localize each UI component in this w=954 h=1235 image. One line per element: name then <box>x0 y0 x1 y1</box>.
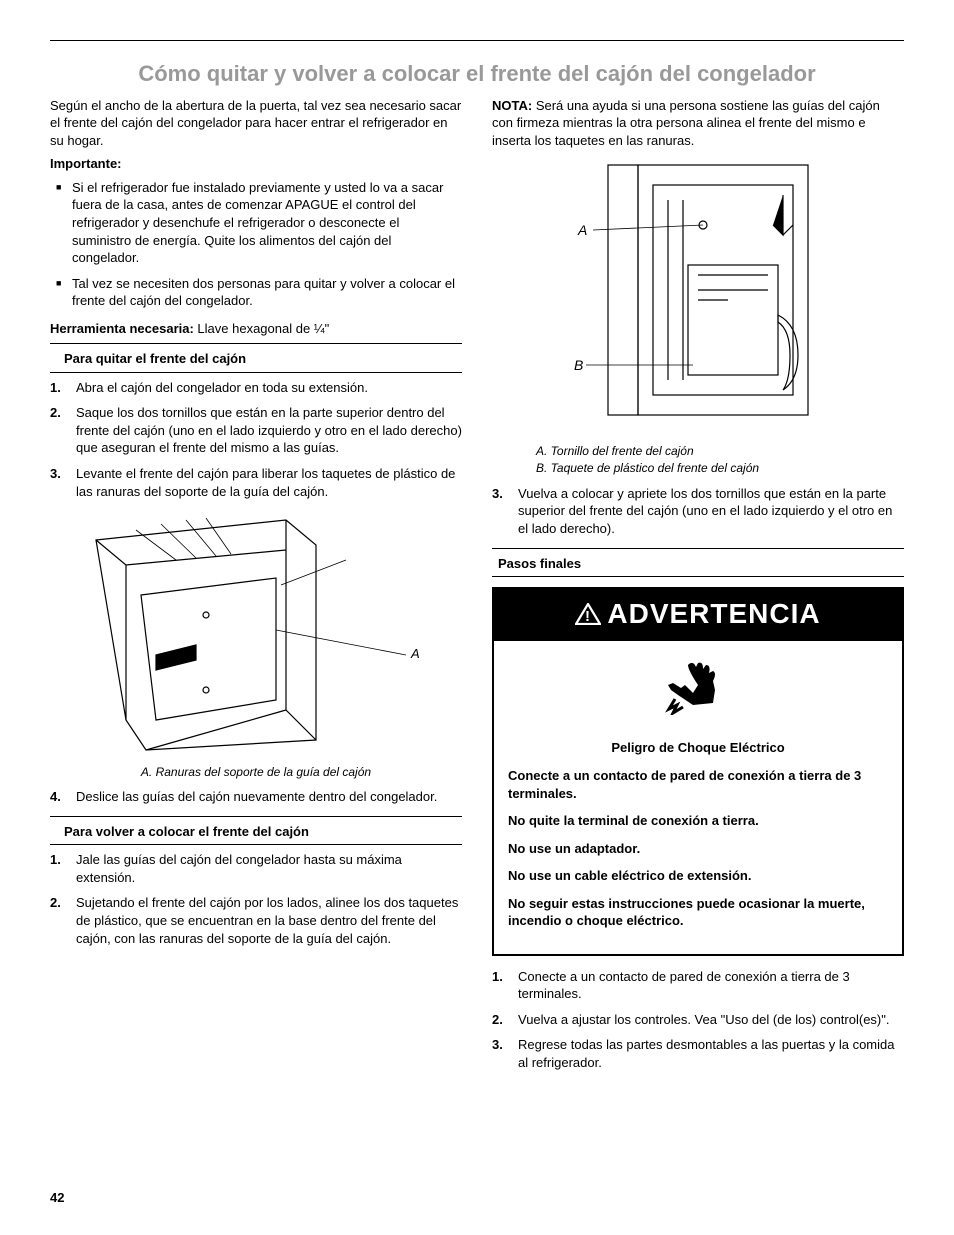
fig2-label-a: A <box>577 222 587 238</box>
remove-heading: Para quitar el frente del cajón <box>64 350 462 368</box>
warning-subtitle: Peligro de Choque Eléctrico <box>508 739 888 757</box>
remove-step: Saque los dos tornillos que están en la … <box>50 404 462 457</box>
replace-step: Sujetando el frente del cajón por los la… <box>50 894 462 947</box>
figure-2: A B <box>492 155 904 435</box>
page-number: 42 <box>50 1189 64 1207</box>
replace-step: Jale las guías del cajón del congelador … <box>50 851 462 886</box>
replace-heading: Para volver a colocar el frente del cajó… <box>64 823 462 841</box>
importante-label: Importante: <box>50 155 462 173</box>
svg-text:!: ! <box>585 608 591 625</box>
figure-1-caption: A. Ranuras del soporte de la guía del ca… <box>50 764 462 780</box>
left-column: Según el ancho de la abertura de la puer… <box>50 97 462 1082</box>
warning-triangle-icon: ! <box>575 597 601 635</box>
fig1-label-a: A <box>410 646 420 661</box>
remove-step: Abra el cajón del congelador en toda su … <box>50 379 462 397</box>
replace-step: Vuelva a colocar y apriete los dos torni… <box>492 485 904 538</box>
final-step: Regrese todas las partes desmontables a … <box>492 1036 904 1071</box>
remove-step: Deslice las guías del cajón nuevamente d… <box>50 788 462 806</box>
important-bullet: Tal vez se necesiten dos personas para q… <box>50 275 462 310</box>
page-title: Cómo quitar y volver a colocar el frente… <box>50 59 904 89</box>
warning-line: No seguir estas instrucciones puede ocas… <box>508 895 888 930</box>
right-column: NOTA: Será una ayuda si una persona sost… <box>492 97 904 1082</box>
figure-1: A A. Ranuras del soporte de la guía del … <box>50 510 462 780</box>
important-bullet: Si el refrigerador fue instalado previam… <box>50 179 462 267</box>
tool-line: Herramienta necesaria: Llave hexagonal d… <box>50 320 462 338</box>
warning-line: No use un cable eléctrico de extensión. <box>508 867 888 885</box>
warning-title: ! ADVERTENCIA <box>494 589 902 641</box>
shock-hand-icon <box>494 641 902 730</box>
warning-box: ! ADVERTENCIA Peligro de Choque Eléctric… <box>492 587 904 956</box>
warning-line: Conecte a un contacto de pared de conexi… <box>508 767 888 802</box>
fig2-label-b: B <box>574 357 583 373</box>
intro-text: Según el ancho de la abertura de la puer… <box>50 97 462 150</box>
final-step: Vuelva a ajustar los controles. Vea "Uso… <box>492 1011 904 1029</box>
warning-line: No quite la terminal de conexión a tierr… <box>508 812 888 830</box>
figure-2-caption: A. Tornillo del frente del cajón B. Taqu… <box>536 443 904 477</box>
final-heading: Pasos finales <box>498 555 904 573</box>
nota-line: NOTA: Será una ayuda si una persona sost… <box>492 97 904 150</box>
final-step: Conecte a un contacto de pared de conexi… <box>492 968 904 1003</box>
warning-line: No use un adaptador. <box>508 840 888 858</box>
remove-step: Levante el frente del cajón para liberar… <box>50 465 462 500</box>
